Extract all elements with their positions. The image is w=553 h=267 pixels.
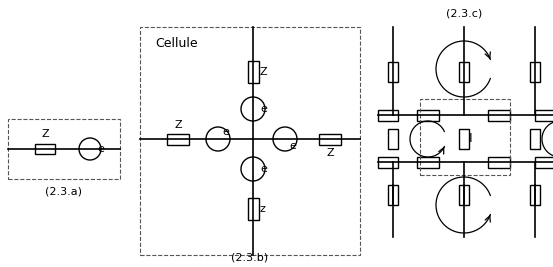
FancyBboxPatch shape xyxy=(459,129,469,149)
FancyBboxPatch shape xyxy=(319,134,341,144)
Text: e: e xyxy=(289,141,296,151)
FancyBboxPatch shape xyxy=(488,109,510,120)
FancyBboxPatch shape xyxy=(530,62,540,82)
Text: e: e xyxy=(97,144,104,154)
Text: e: e xyxy=(222,127,229,137)
Text: Z: Z xyxy=(174,120,182,130)
FancyBboxPatch shape xyxy=(388,62,398,82)
FancyBboxPatch shape xyxy=(530,185,540,205)
Text: (2.3.a): (2.3.a) xyxy=(45,187,82,197)
FancyBboxPatch shape xyxy=(388,185,398,205)
FancyBboxPatch shape xyxy=(535,109,553,120)
FancyBboxPatch shape xyxy=(248,61,258,83)
Text: Z: Z xyxy=(260,67,268,77)
Text: e: e xyxy=(260,104,267,114)
FancyBboxPatch shape xyxy=(35,144,55,154)
FancyBboxPatch shape xyxy=(459,62,469,82)
FancyBboxPatch shape xyxy=(167,134,189,144)
FancyBboxPatch shape xyxy=(535,156,553,167)
FancyBboxPatch shape xyxy=(417,109,439,120)
FancyBboxPatch shape xyxy=(388,129,398,149)
FancyBboxPatch shape xyxy=(530,129,540,149)
Text: I: I xyxy=(469,132,473,146)
Text: (2.3.b): (2.3.b) xyxy=(232,253,269,263)
Text: Z: Z xyxy=(41,129,49,139)
FancyBboxPatch shape xyxy=(488,156,510,167)
FancyBboxPatch shape xyxy=(248,198,258,220)
FancyBboxPatch shape xyxy=(378,156,398,167)
Text: z: z xyxy=(260,204,266,214)
Text: Z: Z xyxy=(326,148,334,158)
FancyBboxPatch shape xyxy=(417,156,439,167)
Text: (2.3.c): (2.3.c) xyxy=(446,9,482,19)
Text: e: e xyxy=(260,164,267,174)
FancyBboxPatch shape xyxy=(378,109,398,120)
FancyBboxPatch shape xyxy=(459,185,469,205)
Text: Cellule: Cellule xyxy=(155,37,197,50)
